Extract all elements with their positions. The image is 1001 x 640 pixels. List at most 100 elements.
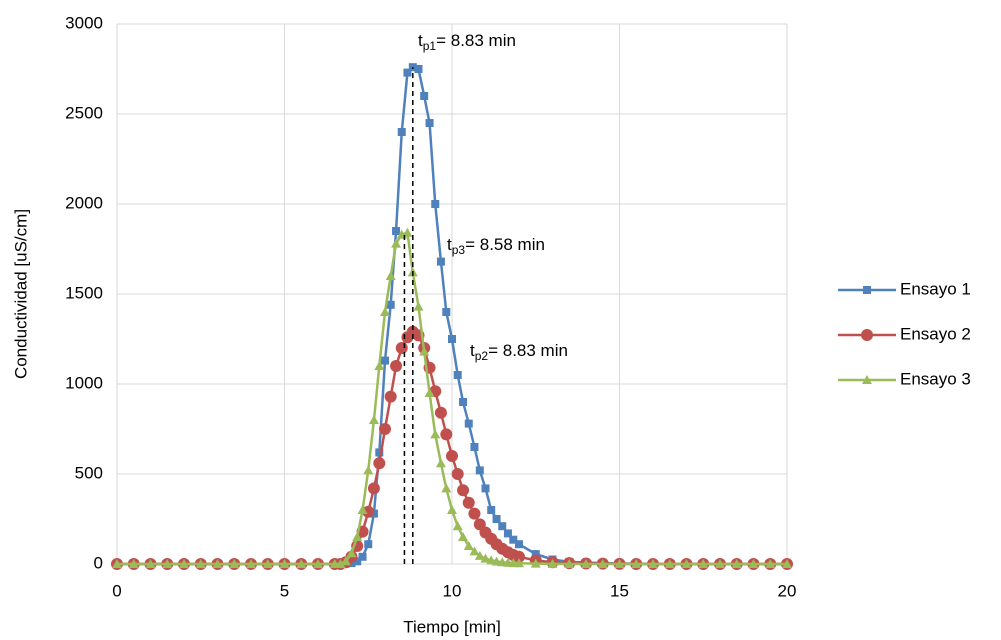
marker bbox=[408, 63, 417, 72]
marker bbox=[381, 356, 389, 365]
marker bbox=[402, 227, 413, 237]
x-tick-label: 10 bbox=[443, 581, 462, 600]
marker bbox=[861, 329, 873, 341]
marker bbox=[435, 458, 446, 468]
marker bbox=[498, 522, 507, 531]
marker bbox=[414, 65, 423, 73]
annotation-sub: p1 bbox=[423, 39, 437, 53]
x-tick-label: 5 bbox=[280, 581, 289, 600]
annotation-rest: = 8.83 min bbox=[488, 341, 568, 360]
marker bbox=[464, 419, 473, 428]
marker bbox=[420, 92, 429, 100]
marker bbox=[440, 428, 453, 441]
marker bbox=[514, 558, 524, 568]
marker bbox=[397, 128, 406, 136]
marker bbox=[480, 553, 491, 563]
marker bbox=[531, 550, 540, 559]
marker bbox=[481, 484, 490, 493]
marker bbox=[463, 541, 474, 550]
y-tick-label: 500 bbox=[75, 463, 103, 482]
annotation-text: t bbox=[470, 341, 475, 360]
marker bbox=[462, 496, 475, 509]
marker bbox=[368, 415, 379, 424]
marker bbox=[380, 307, 390, 316]
y-axis-title: Conductividad [uS/cm] bbox=[11, 209, 30, 379]
y-tick-label: 1000 bbox=[65, 373, 103, 392]
marker bbox=[413, 301, 424, 311]
marker bbox=[862, 375, 872, 384]
marker bbox=[403, 68, 412, 77]
marker bbox=[470, 443, 479, 451]
marker bbox=[564, 559, 575, 568]
marker bbox=[782, 559, 792, 568]
marker bbox=[374, 361, 385, 370]
annotation-text: t bbox=[447, 235, 452, 254]
marker bbox=[664, 559, 675, 568]
marker bbox=[459, 398, 468, 406]
marker bbox=[335, 559, 346, 568]
marker bbox=[358, 552, 367, 561]
marker bbox=[503, 529, 512, 538]
marker bbox=[424, 388, 435, 397]
marker bbox=[313, 559, 323, 568]
series bbox=[112, 227, 792, 568]
marker bbox=[731, 559, 742, 568]
legend-label: Ensayo 3 bbox=[900, 369, 971, 388]
marker bbox=[373, 457, 386, 470]
marker bbox=[390, 360, 403, 372]
marker bbox=[419, 346, 430, 356]
marker bbox=[430, 429, 441, 439]
marker bbox=[765, 559, 776, 568]
marker bbox=[357, 505, 368, 514]
y-tick-label: 2000 bbox=[65, 193, 103, 212]
annotation-rest: = 8.58 min bbox=[465, 235, 545, 254]
legend-label: Ensayo 2 bbox=[900, 324, 971, 343]
marker bbox=[457, 484, 470, 497]
marker bbox=[391, 238, 402, 248]
marker bbox=[434, 406, 447, 419]
marker bbox=[367, 482, 380, 495]
marker bbox=[145, 559, 156, 568]
marker bbox=[715, 559, 725, 568]
annotation: tp3= 8.58 min bbox=[447, 235, 545, 257]
marker bbox=[452, 521, 463, 531]
marker bbox=[296, 559, 307, 568]
marker bbox=[441, 483, 452, 493]
marker bbox=[681, 559, 692, 568]
y-tick-label: 0 bbox=[94, 553, 103, 572]
marker bbox=[229, 559, 240, 568]
marker bbox=[547, 558, 558, 568]
marker bbox=[384, 390, 397, 403]
marker bbox=[475, 466, 484, 475]
marker bbox=[446, 450, 458, 462]
marker bbox=[468, 507, 481, 520]
marker bbox=[362, 505, 375, 518]
marker bbox=[162, 559, 173, 568]
marker bbox=[442, 308, 451, 316]
marker bbox=[631, 559, 642, 568]
marker bbox=[353, 557, 362, 566]
marker bbox=[597, 559, 608, 568]
marker bbox=[340, 556, 351, 566]
marker bbox=[509, 535, 518, 544]
annotation-text: t bbox=[418, 31, 423, 50]
marker bbox=[448, 335, 456, 343]
marker bbox=[436, 257, 445, 266]
y-tick-label: 1500 bbox=[65, 283, 103, 302]
x-axis-title: Tiempo [min] bbox=[403, 617, 501, 636]
marker bbox=[128, 559, 139, 568]
marker bbox=[363, 465, 374, 475]
x-tick-label: 0 bbox=[112, 581, 121, 600]
x-tick-label: 15 bbox=[610, 581, 629, 600]
marker bbox=[385, 271, 396, 280]
marker bbox=[648, 559, 658, 568]
marker bbox=[515, 540, 523, 549]
marker bbox=[212, 559, 223, 568]
marker bbox=[279, 559, 290, 568]
marker bbox=[492, 515, 501, 523]
marker bbox=[469, 546, 480, 556]
marker bbox=[614, 559, 625, 568]
x-tick-label: 20 bbox=[778, 581, 797, 600]
marker bbox=[346, 548, 357, 558]
marker bbox=[392, 227, 401, 235]
